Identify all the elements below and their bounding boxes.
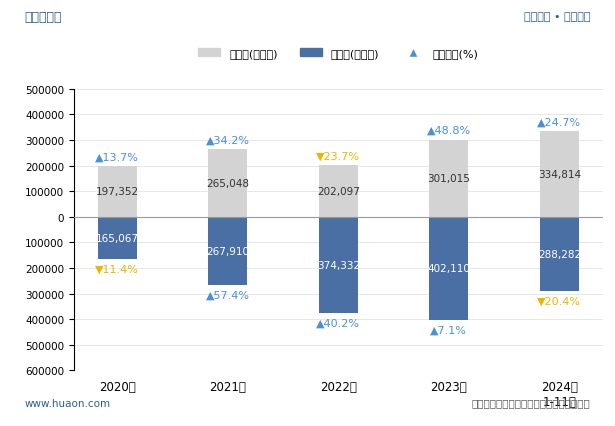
Text: 301,015: 301,015 — [427, 174, 470, 184]
Bar — [208, 217, 247, 286]
Text: ▲40.2%: ▲40.2% — [316, 317, 360, 328]
Text: 334,814: 334,814 — [538, 170, 581, 179]
Text: ▲57.4%: ▲57.4% — [205, 291, 250, 300]
Text: www.huaon.com: www.huaon.com — [25, 397, 111, 408]
Text: 402,110: 402,110 — [427, 264, 470, 273]
Bar — [98, 167, 137, 217]
Text: ▼11.4%: ▼11.4% — [95, 264, 139, 274]
Text: 专业严谨 • 客观科学: 专业严谨 • 客观科学 — [524, 12, 590, 22]
Bar — [319, 217, 357, 313]
Bar — [319, 166, 357, 217]
Text: ▲24.7%: ▲24.7% — [538, 117, 581, 127]
Text: 197,352: 197,352 — [95, 187, 139, 197]
Bar — [208, 150, 247, 217]
Text: 267,910: 267,910 — [206, 247, 249, 256]
Text: 数据来源：中国海关，华经产业研究院整理: 数据来源：中国海关，华经产业研究院整理 — [472, 397, 590, 408]
Text: ▲34.2%: ▲34.2% — [205, 135, 250, 145]
Text: 288,282: 288,282 — [538, 249, 581, 259]
Text: 374,332: 374,332 — [317, 260, 360, 270]
Text: ▲48.8%: ▲48.8% — [427, 126, 471, 136]
Text: ▼20.4%: ▼20.4% — [538, 296, 581, 305]
Text: 265,048: 265,048 — [206, 178, 249, 188]
Text: ▼23.7%: ▼23.7% — [316, 151, 360, 161]
Bar — [429, 217, 468, 320]
Bar — [98, 217, 137, 259]
Bar — [540, 132, 579, 217]
Text: 华经情报网: 华经情报网 — [25, 11, 62, 23]
Text: 165,067: 165,067 — [96, 233, 139, 243]
Legend: 出口额(万美元), 进口额(万美元), 同比增长(%): 出口额(万美元), 进口额(万美元), 同比增长(%) — [194, 44, 483, 63]
Bar — [429, 140, 468, 217]
Text: ▲7.1%: ▲7.1% — [430, 325, 467, 334]
Text: ▲13.7%: ▲13.7% — [95, 152, 139, 162]
Text: 202,097: 202,097 — [317, 187, 360, 196]
Bar — [540, 217, 579, 291]
Text: 2020-2024年11月哈尔滨市商品收发货人所在地进、出口额: 2020-2024年11月哈尔滨市商品收发货人所在地进、出口额 — [133, 42, 482, 60]
